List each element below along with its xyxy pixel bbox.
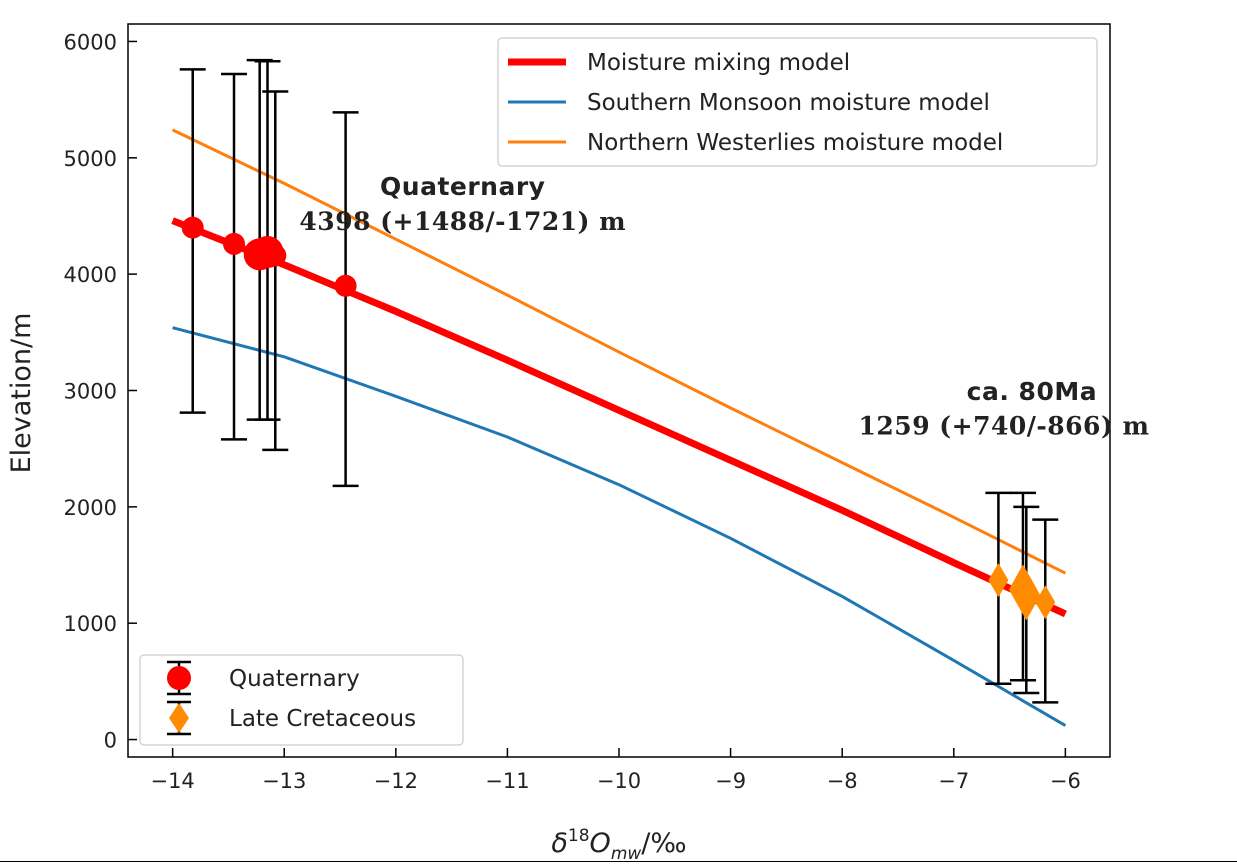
x-tick-label: −9 [715,769,746,793]
legend-lines: Moisture mixing model Southern Monsoon mo… [497,37,1098,167]
legend-line-label-2: Southern Monsoon moisture model [587,90,990,116]
series-line-1 [171,217,1067,618]
x-tick-label: −11 [485,769,529,793]
y-tick-label: 5000 [64,147,117,171]
x-tick-label: −6 [1050,769,1081,793]
x-tick-label: −14 [150,769,194,793]
x-label-delta: δ [551,828,568,859]
x-tick-label: −13 [262,769,306,793]
y-tick-label: 4000 [64,263,117,287]
x-label-sup: 18 [568,826,590,846]
bottom-rule [0,861,1237,862]
data-point-quaternary [223,232,246,255]
x-tick-label: −8 [827,769,858,793]
y-tick-label: 2000 [64,496,117,520]
plot-area: −14 −13 −12 −11 −10 −9 −8 −7 −6 0 1000 2000 3000 4000… [64,23,1149,793]
tick-group: −14 −13 −12 −11 −10 −9 −8 −7 −6 0 1000 2000 3000 4000… [64,30,1081,793]
series-line-2 [172,326,1067,727]
y-tick-label: 3000 [64,380,117,404]
series-lines [171,128,1067,727]
annotation-quat-elev: 4398 (+1488/-1721) m [299,207,626,236]
error-bars [179,58,1059,704]
legend-lines-box [497,37,1098,167]
legend-points: Quaternary Late Cretaceous [139,654,464,746]
x-axis-label: δ18Omw/‰ [551,826,686,864]
annotation-quat-title: Quaternary [380,172,545,201]
legend-point-label-2: Late Cretaceous [229,706,416,732]
annotation-cret-elev: 1259 (+740/-866) m [859,412,1150,441]
series-line-3 [171,128,1067,575]
legend-line-label-1: Moisture mixing model [587,50,850,76]
data-point-cretaceous [1035,585,1056,620]
data-point-cretaceous [1012,570,1041,621]
x-tick-label: −12 [374,769,418,793]
legend-marker-diamond [169,703,189,733]
y-axis-label: Elevation/m [6,313,37,474]
annotations: Quaternary 4398 (+1488/-1721) m ca. 80Ma 12… [299,172,1149,441]
legend-points-box [139,654,464,746]
x-tick-label: −7 [938,769,969,793]
data-point-cretaceous [988,563,1009,598]
legend-marker-circle [167,666,191,690]
data-point-quaternary [181,216,204,239]
legend-line-label-3: Northern Westerlies moisture model [587,130,1003,156]
y-tick-label: 1000 [64,612,117,636]
x-label-sub: mw [611,844,642,864]
legend-point-label-1: Quaternary [229,666,360,692]
annotation-cret-title: ca. 80Ma [967,377,1097,406]
y-tick-label: 6000 [64,30,117,54]
x-tick-label: −10 [597,769,641,793]
x-label-tail: /‰ [641,828,686,859]
data-markers [181,216,1056,621]
x-label-o: O [590,828,611,859]
y-tick-label: 0 [104,729,117,753]
data-point-quaternary [334,274,357,297]
data-point-quaternary [264,244,287,267]
